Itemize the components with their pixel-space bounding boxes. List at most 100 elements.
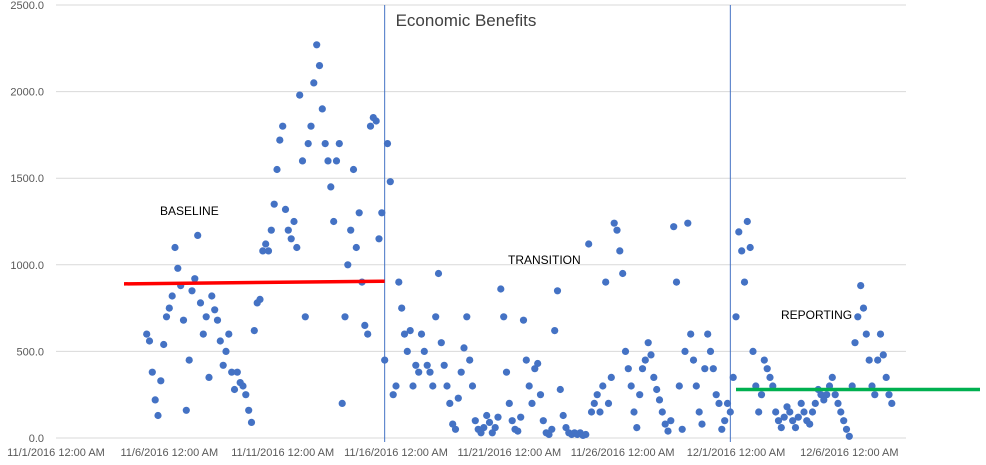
data-point bbox=[746, 243, 754, 252]
data-point bbox=[525, 382, 533, 390]
data-point bbox=[763, 365, 771, 373]
data-point bbox=[757, 391, 766, 399]
data-point bbox=[602, 278, 610, 286]
data-point bbox=[681, 347, 689, 355]
data-point bbox=[738, 247, 746, 255]
data-point bbox=[522, 356, 530, 364]
data-point bbox=[270, 200, 278, 208]
phase-dividers bbox=[384, 5, 731, 442]
data-point bbox=[672, 278, 681, 286]
data-point bbox=[293, 243, 301, 252]
data-point bbox=[451, 425, 460, 433]
data-point bbox=[383, 140, 392, 148]
data-point bbox=[194, 231, 202, 239]
data-point bbox=[650, 373, 658, 381]
data-point bbox=[678, 425, 686, 433]
data-point bbox=[403, 347, 411, 355]
data-point bbox=[599, 382, 607, 390]
data-point bbox=[698, 420, 706, 428]
data-point bbox=[766, 373, 774, 381]
data-point bbox=[534, 359, 542, 368]
data-point bbox=[341, 313, 349, 321]
data-point bbox=[230, 385, 239, 394]
data-point bbox=[667, 417, 675, 425]
data-point bbox=[740, 278, 749, 286]
data-point bbox=[298, 157, 307, 165]
data-point bbox=[296, 91, 304, 99]
data-point bbox=[755, 408, 763, 416]
data-point bbox=[658, 408, 666, 416]
data-points bbox=[143, 41, 896, 440]
data-point bbox=[837, 408, 845, 416]
data-point bbox=[468, 382, 477, 390]
data-point bbox=[239, 382, 247, 390]
data-point bbox=[723, 399, 732, 407]
data-point bbox=[304, 140, 312, 148]
data-point bbox=[157, 377, 165, 385]
x-tick-label: 11/1/2016 12:00 AM bbox=[7, 447, 105, 459]
y-tick-label: 1500.0 bbox=[10, 173, 44, 185]
data-point bbox=[196, 299, 205, 307]
data-point bbox=[338, 399, 346, 407]
data-point bbox=[250, 327, 258, 335]
data-point bbox=[423, 361, 431, 369]
data-point bbox=[262, 240, 270, 248]
data-point bbox=[347, 226, 355, 234]
data-point bbox=[514, 427, 522, 435]
data-point bbox=[392, 382, 400, 390]
data-point bbox=[375, 235, 383, 243]
data-point bbox=[743, 217, 751, 226]
data-point bbox=[865, 356, 873, 364]
data-point bbox=[154, 411, 162, 420]
data-point bbox=[735, 228, 743, 236]
data-point bbox=[491, 424, 499, 432]
y-tick-label: 0.0 bbox=[29, 433, 44, 445]
y-axis-ticks: 0.0 500.0 1000.0 1500.0 2000.0 2500.0 bbox=[10, 0, 44, 445]
data-point bbox=[429, 382, 437, 390]
data-point bbox=[245, 406, 253, 414]
data-point bbox=[228, 368, 236, 376]
data-point bbox=[332, 157, 341, 165]
data-point bbox=[636, 391, 644, 399]
data-point bbox=[400, 330, 409, 338]
data-point bbox=[361, 321, 369, 329]
data-point bbox=[185, 356, 193, 364]
data-point bbox=[378, 209, 386, 217]
data-point bbox=[327, 183, 335, 191]
data-point bbox=[256, 295, 264, 303]
chart-title: Economic Benefits bbox=[396, 11, 537, 30]
data-point bbox=[398, 304, 406, 312]
data-point bbox=[684, 219, 692, 227]
data-point bbox=[797, 399, 805, 407]
data-point bbox=[434, 269, 443, 278]
data-point bbox=[199, 330, 207, 338]
data-point bbox=[457, 368, 465, 376]
data-point bbox=[417, 330, 426, 338]
data-point bbox=[749, 347, 757, 355]
y-tick-label: 500.0 bbox=[16, 346, 44, 358]
data-point bbox=[247, 418, 256, 426]
data-point bbox=[789, 417, 797, 425]
data-point bbox=[267, 226, 275, 234]
data-point bbox=[593, 391, 601, 399]
data-point bbox=[420, 347, 428, 355]
data-point bbox=[264, 247, 273, 255]
data-point bbox=[808, 408, 817, 416]
data-point bbox=[432, 313, 440, 321]
data-point bbox=[389, 391, 397, 399]
data-point bbox=[174, 264, 182, 272]
data-point bbox=[466, 356, 474, 364]
data-point bbox=[874, 356, 882, 364]
data-point bbox=[259, 247, 267, 255]
data-point bbox=[318, 105, 326, 113]
data-point bbox=[621, 347, 630, 355]
data-point bbox=[624, 365, 632, 373]
data-point bbox=[823, 391, 831, 399]
data-point bbox=[233, 368, 241, 376]
data-point bbox=[500, 313, 508, 321]
data-point bbox=[276, 136, 284, 144]
data-point bbox=[760, 356, 768, 364]
baseline-average-line bbox=[123, 279, 385, 286]
data-point bbox=[349, 165, 358, 174]
